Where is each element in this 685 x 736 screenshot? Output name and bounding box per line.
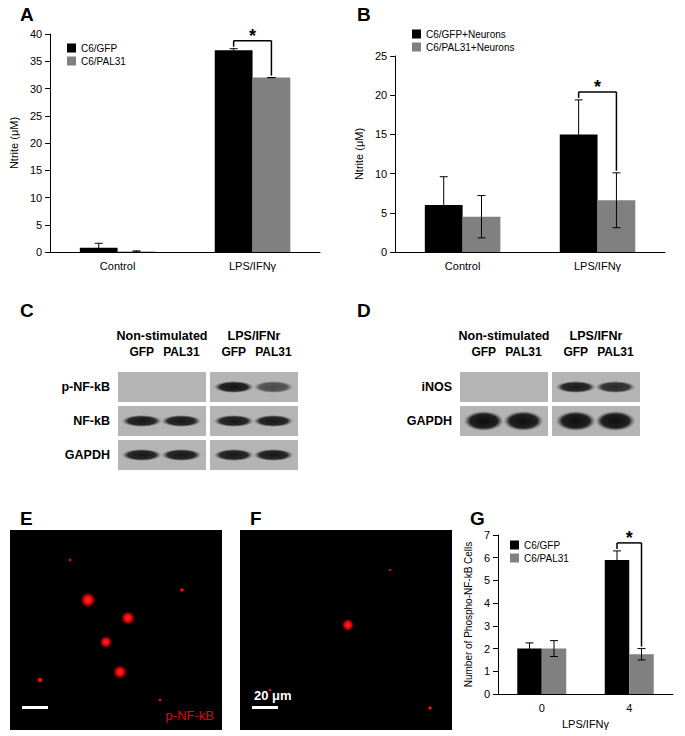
svg-text:7: 7 [484,529,490,541]
svg-text:5: 5 [484,574,490,586]
svg-text:NF-kB: NF-kB [73,414,110,428]
svg-text:*: * [626,528,633,548]
svg-text:10: 10 [30,192,42,204]
svg-text:5: 5 [381,207,387,219]
svg-text:C6/PAL31+Neurons: C6/PAL31+Neurons [426,42,514,53]
svg-text:GFP: GFP [221,345,246,359]
html-text:B: B [357,4,371,25]
svg-text:5: 5 [36,219,42,231]
svg-text:C6/GFP: C6/GFP [524,540,560,551]
svg-text:*: * [594,77,601,97]
svg-text:35: 35 [30,55,42,67]
svg-text:Non-stimulated: Non-stimulated [459,329,550,343]
svg-text:LPS/IFNγ: LPS/IFNγ [229,260,277,272]
svg-text:30: 30 [30,83,42,95]
svg-text:Non-stimulated: Non-stimulated [117,329,208,343]
svg-text:GAPDH: GAPDH [407,414,452,428]
svg-text:Number of Phospho-NF-kB Cells: Number of Phospho-NF-kB Cells [463,542,474,688]
svg-text:Ntrite (μM): Ntrite (μM) [8,117,20,169]
svg-text:25: 25 [30,110,42,122]
svg-text:p-NF-kB: p-NF-kB [166,708,214,723]
svg-text:0: 0 [484,688,490,700]
svg-text:LPS/IFNγ: LPS/IFNγ [562,718,610,730]
svg-text:20: 20 [375,89,387,101]
svg-text:3: 3 [484,620,490,632]
svg-text:GAPDH: GAPDH [65,448,110,462]
svg-text:6: 6 [484,552,490,564]
svg-text:Ntrite (μM): Ntrite (μM) [353,128,365,180]
svg-text:1: 1 [484,665,490,677]
svg-text:PAL31: PAL31 [163,345,200,359]
html-text:A: A [20,4,34,25]
svg-text:4: 4 [626,702,632,714]
svg-text:10: 10 [375,168,387,180]
svg-text:p-NF-kB: p-NF-kB [61,380,110,394]
svg-text:15: 15 [30,164,42,176]
svg-text:iNOS: iNOS [421,380,452,394]
svg-text:0: 0 [539,702,545,714]
svg-text:GFP: GFP [129,345,154,359]
svg-text:4: 4 [484,597,490,609]
svg-text:0: 0 [381,246,387,258]
svg-text:C6/GFP+Neurons: C6/GFP+Neurons [426,29,506,40]
svg-text:PAL31: PAL31 [255,345,292,359]
html-text:G: G [470,508,485,529]
svg-text:15: 15 [375,128,387,140]
svg-text:C6/GFP: C6/GFP [81,43,117,54]
svg-text:C6/PAL31: C6/PAL31 [81,56,126,67]
svg-text:GFP: GFP [563,345,588,359]
svg-text:2: 2 [484,643,490,655]
html-text:E: E [20,508,33,529]
svg-text:20: 20 [30,137,42,149]
svg-text:Control: Control [445,260,480,272]
svg-text:PAL31: PAL31 [597,345,634,359]
svg-text:LPS/IFNr: LPS/IFNr [228,329,281,343]
html-text:C: C [20,300,34,321]
svg-text:*: * [249,26,256,46]
svg-text:LPS/IFNγ: LPS/IFNγ [574,260,622,272]
svg-text:GFP: GFP [471,345,496,359]
svg-text:40: 40 [30,28,42,40]
svg-text:0: 0 [36,246,42,258]
svg-text:C6/PAL31: C6/PAL31 [524,553,569,564]
svg-text:25: 25 [375,50,387,62]
svg-text:Control: Control [100,260,135,272]
svg-text:20 μm: 20 μm [254,688,292,703]
html-text:F: F [250,508,262,529]
html-text:D: D [357,300,371,321]
svg-text:PAL31: PAL31 [505,345,542,359]
svg-text:LPS/IFNr: LPS/IFNr [570,329,623,343]
